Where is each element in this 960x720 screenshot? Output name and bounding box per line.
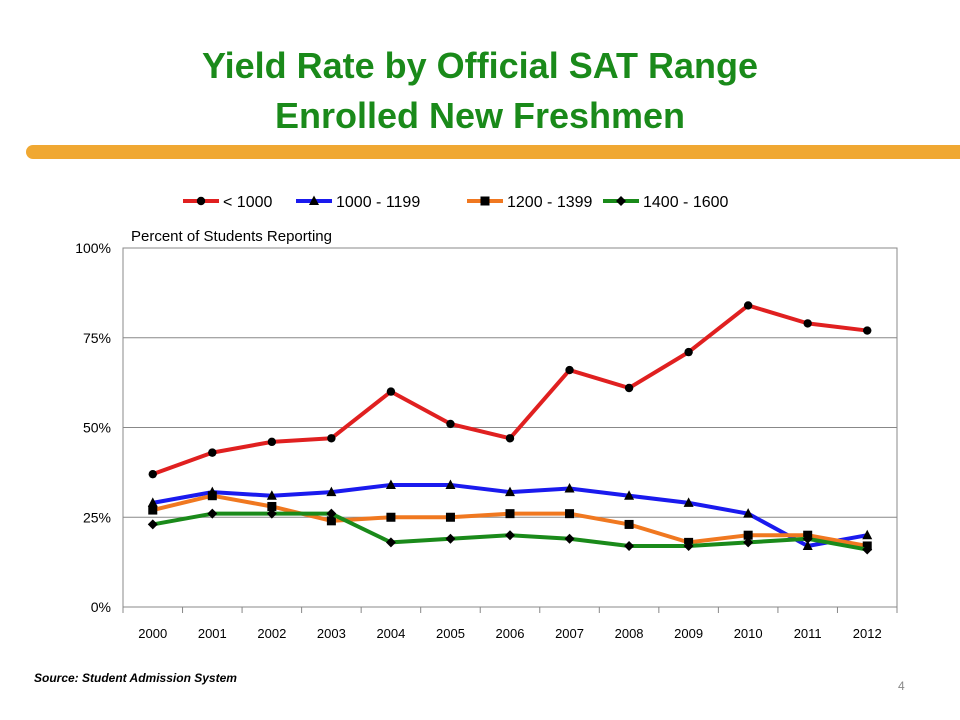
series-2-point xyxy=(683,497,694,507)
series-4-point xyxy=(147,519,158,530)
x-tick-label: 2010 xyxy=(734,626,763,641)
legend-label: 1200 - 1399 xyxy=(507,194,593,211)
series-4-point xyxy=(266,508,277,519)
series-3-point xyxy=(624,519,634,529)
series-3-point xyxy=(386,512,396,522)
page-number: 4 xyxy=(898,679,905,693)
series-3-point xyxy=(326,516,336,526)
series-2-point xyxy=(624,490,635,500)
legend-marker xyxy=(196,196,206,206)
accent-bar xyxy=(26,145,960,159)
series-2-point xyxy=(326,486,337,497)
legend-label: 1000 - 1199 xyxy=(336,194,420,211)
y-tick-label: 25% xyxy=(83,509,111,525)
series-3-point xyxy=(148,505,158,515)
series-2-point xyxy=(802,540,813,550)
series-2-point xyxy=(862,529,873,540)
series-3-point xyxy=(267,501,277,511)
x-tick-label: 2005 xyxy=(436,626,465,641)
series-4-point xyxy=(802,533,813,544)
y-tick-label: 50% xyxy=(83,420,111,436)
series-1-point xyxy=(803,319,812,328)
series-2-point xyxy=(147,497,158,507)
y-tick-label: 100% xyxy=(75,240,111,256)
chart-annotation: Percent of Students Reporting xyxy=(131,228,332,245)
series-3-point xyxy=(505,509,515,519)
series-1-line xyxy=(152,303,868,477)
series-4-point xyxy=(862,544,873,555)
legend-marker xyxy=(309,195,319,205)
series-1-point xyxy=(684,347,693,357)
x-tick-label: 2009 xyxy=(674,626,703,641)
x-tick-label: 2011 xyxy=(794,626,822,641)
series-4-point xyxy=(505,530,515,541)
y-tick-label: 75% xyxy=(83,330,111,346)
series-4-point xyxy=(445,533,456,544)
x-tick-label: 2012 xyxy=(853,626,882,641)
series-1-point xyxy=(148,469,157,479)
series-4-point xyxy=(564,533,575,544)
legend-marker xyxy=(480,196,490,206)
x-tick-label: 2006 xyxy=(496,626,525,641)
series-2-point xyxy=(743,508,754,518)
legend-label: 1400 - 1600 xyxy=(643,194,729,211)
series-1-point xyxy=(386,387,396,396)
series-3-point xyxy=(743,530,753,540)
x-tick-label: 2002 xyxy=(257,626,286,641)
series-1-point xyxy=(565,365,574,375)
source-note: Source: Student Admission System xyxy=(34,671,237,685)
series-3-point xyxy=(207,491,217,501)
series-4-point xyxy=(624,540,635,551)
x-tick-label: 2007 xyxy=(555,626,584,641)
series-4-point xyxy=(683,540,694,551)
x-tick-label: 2001 xyxy=(198,626,227,641)
series-4-point xyxy=(326,508,337,519)
y-tick-label: 0% xyxy=(91,599,111,615)
series-4-point xyxy=(207,508,218,519)
series-1-point xyxy=(267,437,277,447)
series-4-point xyxy=(743,537,754,548)
line-chart: 0% 25% 50% 75% 100% 2000 2001 2002 2003 2004 2005 2… xyxy=(75,194,898,641)
series-2-point xyxy=(505,486,515,497)
series-2-point xyxy=(564,483,575,493)
series-4-point xyxy=(385,537,396,548)
series-3-point xyxy=(565,509,575,519)
slide-subtitle: Enrolled New Freshmen xyxy=(274,95,686,136)
legend-label: < 1000 xyxy=(223,194,272,211)
series-1-point xyxy=(624,383,634,393)
slide-title: Yield Rate by Official SAT Range xyxy=(201,45,759,86)
series-2-point xyxy=(385,479,396,489)
x-tick-label: 2004 xyxy=(376,626,405,641)
series-2-point xyxy=(266,490,277,500)
x-tick-label: 2003 xyxy=(317,626,346,641)
series-3-point xyxy=(445,512,455,522)
series-1-point xyxy=(327,434,336,443)
series-1-point xyxy=(743,301,753,310)
x-tick-label: 2000 xyxy=(138,626,167,641)
x-tick-label: 2008 xyxy=(615,626,644,641)
series-1-point xyxy=(446,419,455,429)
series-1-point xyxy=(863,326,872,335)
series-2-point xyxy=(445,479,456,489)
legend-marker xyxy=(616,196,626,206)
series-1-point xyxy=(505,434,515,443)
series-1-point xyxy=(208,448,217,457)
